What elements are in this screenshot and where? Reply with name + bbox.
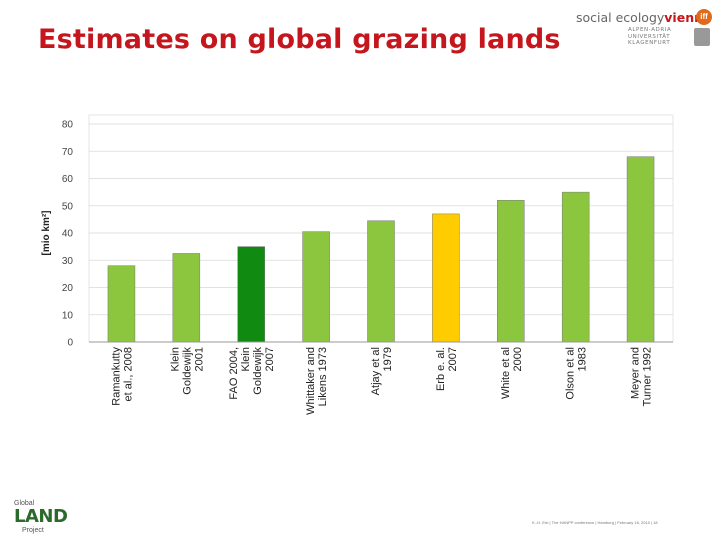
bar <box>237 246 265 343</box>
y-tick-label: 70 <box>62 147 74 158</box>
svv-brand: social ecology <box>576 10 665 25</box>
x-tick-label: 1983 <box>577 347 589 371</box>
bar <box>432 213 460 343</box>
x-tick-label: Klein <box>240 347 252 371</box>
y-tick-label: 50 <box>62 201 74 212</box>
x-tick-label: Olson et al <box>565 347 577 400</box>
x-tick-label: Goldewijk <box>181 347 193 395</box>
y-tick-label: 60 <box>62 174 74 185</box>
x-tick-label: Klein <box>169 347 181 371</box>
x-tick-label: Turner 1992 <box>642 347 654 407</box>
x-tick-label: Whittaker and <box>305 347 317 415</box>
y-tick-label: 0 <box>67 338 73 349</box>
bar <box>626 156 655 343</box>
bars <box>107 156 655 343</box>
x-tick-label: 2007 <box>447 347 459 371</box>
bar <box>561 191 590 343</box>
x-tick-label: 2007 <box>264 347 276 371</box>
bar <box>107 265 136 343</box>
bar <box>497 200 525 343</box>
y-tick-label: 30 <box>62 256 74 267</box>
x-tick-label: 2000 <box>512 347 524 371</box>
x-tick-label: 2001 <box>193 347 205 371</box>
bar <box>367 220 395 343</box>
x-tick-label: 1979 <box>382 347 394 371</box>
x-axis-labels: Ramankutty et al., 2008 Klein Goldewijk 2001… <box>110 347 653 415</box>
y-tick-label: 20 <box>62 283 74 294</box>
bar <box>172 253 201 343</box>
glp-top-text: Global <box>14 500 35 507</box>
social-ecology-vienna-logo: social ecologyvienna iff ALPEN-ADRIA UNI… <box>574 8 714 50</box>
glp-bottom-text: Project <box>22 527 44 534</box>
bar <box>302 231 330 343</box>
slide-footer: K.-H. Erb | The HANPP conference | Hambu… <box>532 520 658 525</box>
x-tick-label: Erb e. al. <box>435 347 447 391</box>
x-tick-label: Likens 1973 <box>317 347 329 406</box>
university-crest-icon <box>694 28 710 46</box>
y-axis-ticks: 0 10 20 30 40 50 60 70 80 <box>62 120 74 349</box>
y-axis-label: [mio km²] <box>41 211 52 256</box>
y-tick-label: 40 <box>62 229 74 240</box>
x-tick-label: Atjay et al <box>370 347 382 395</box>
iff-logo-mark: iff <box>696 9 712 25</box>
x-tick-label: Goldewijk <box>252 347 264 395</box>
x-tick-label: FAO 2004, <box>228 347 240 400</box>
x-tick-label: White et al <box>500 347 512 399</box>
glp-main-text: LAND <box>14 506 68 527</box>
global-land-project-logo: Global LAND Project <box>8 500 68 538</box>
university-name: ALPEN-ADRIA UNIVERSITÄT KLAGENFURT <box>628 27 672 46</box>
y-tick-label: 80 <box>62 120 74 131</box>
slide-title: Estimates on global grazing lands <box>38 24 561 55</box>
y-tick-label: 10 <box>62 310 74 321</box>
x-tick-label: et al., 2008 <box>122 347 134 401</box>
x-tick-label: Meyer and <box>630 347 642 399</box>
grazing-lands-bar-chart: 0 10 20 30 40 50 60 70 80 Ramankutty et al., 2008… <box>41 114 674 415</box>
x-tick-label: Ramankutty <box>110 347 122 406</box>
